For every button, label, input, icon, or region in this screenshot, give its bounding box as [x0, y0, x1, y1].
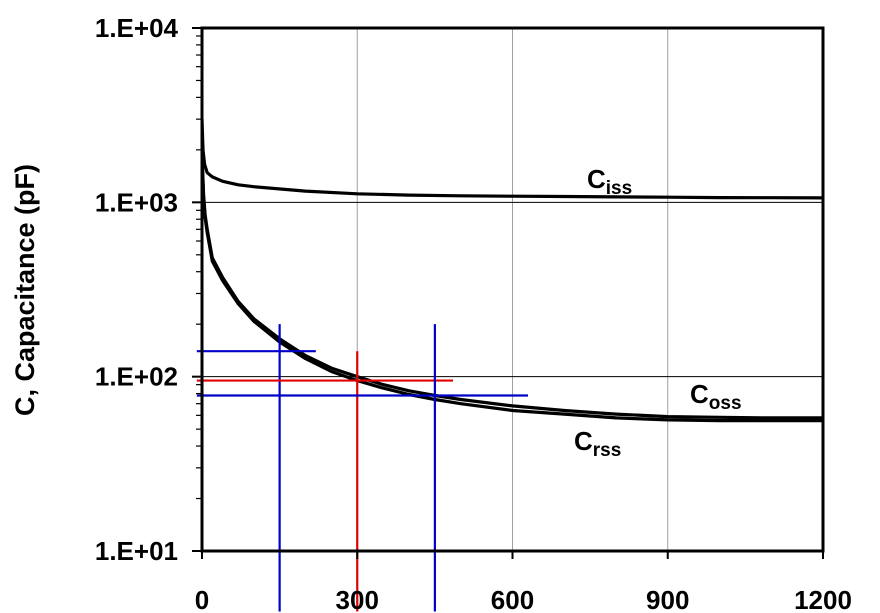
series-label-coss: Coss [690, 379, 742, 414]
tick-labels: 0 300 600 900 1200 1.E+01 1.E+02 1.E+03 1.E+04 [95, 13, 852, 613]
x-tick-label-3: 900 [646, 585, 689, 613]
curve-labels: Ciss Coss Crss [574, 164, 742, 461]
y-tick-label-0: 1.E+01 [95, 536, 178, 566]
series-label-crss: Crss [574, 426, 621, 461]
y-tick-label-2: 1.E+03 [95, 187, 178, 217]
x-tick-label-4: 1200 [794, 585, 852, 613]
y-axis-title: C, Capacitance (pF) [10, 164, 40, 416]
x-tick-label-0: 0 [195, 585, 209, 613]
series-ciss-line [202, 117, 823, 200]
series-label-ciss: Ciss [587, 164, 632, 199]
x-tick-label-1: 300 [336, 585, 379, 613]
x-tick-label-2: 600 [491, 585, 534, 613]
y-tick-label-3: 1.E+04 [95, 13, 179, 43]
y-tick-label-1: 1.E+02 [95, 362, 178, 392]
crosshairs [196, 324, 529, 612]
grid-lines [202, 28, 823, 551]
axis-ticks [192, 27, 824, 559]
